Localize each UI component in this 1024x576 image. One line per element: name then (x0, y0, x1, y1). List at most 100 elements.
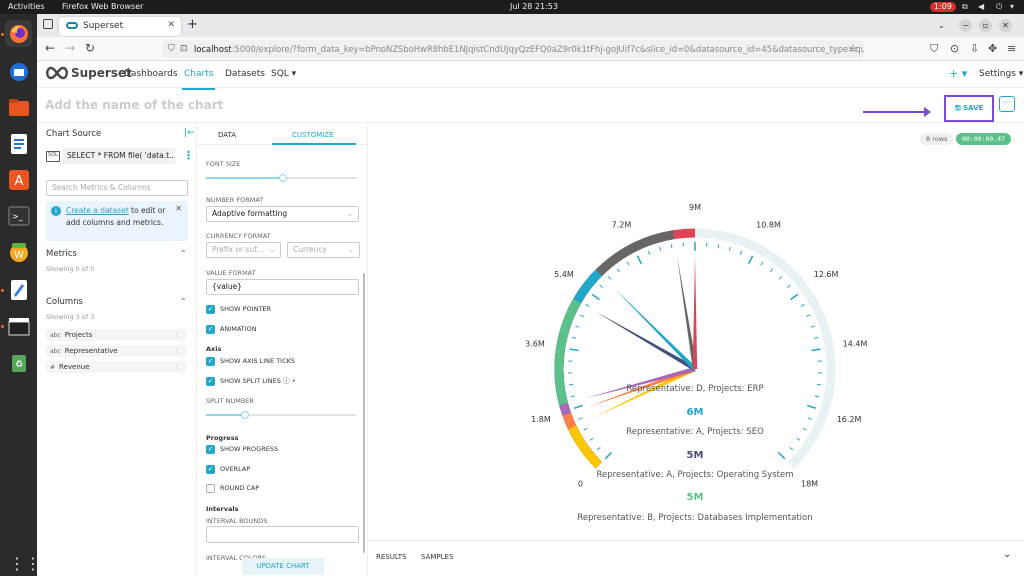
superset-logo-icon[interactable] (45, 66, 69, 80)
tab-overview-icon[interactable] (43, 19, 53, 29)
axis-label: 16.2M (837, 415, 862, 424)
drag-handle-icon[interactable]: ⋮ (174, 331, 181, 339)
close-window-icon[interactable]: ✕ (999, 19, 1012, 32)
column-item[interactable]: # Revenue ⋮ (46, 361, 186, 373)
chart-name-input[interactable]: Add the name of the chart (45, 98, 224, 112)
firefox-icon[interactable] (5, 20, 32, 47)
create-dataset-link[interactable]: Create a dataset (66, 206, 129, 215)
url-bar[interactable]: ⛉ ⊡ localhost:5000/explore/?form_data_ke… (162, 40, 864, 58)
thunderbird-icon[interactable] (5, 58, 32, 85)
menu-sql[interactable]: SQL ▾ (271, 69, 297, 79)
overlap-checkbox[interactable]: ✓ OVERLAP (206, 465, 250, 474)
shield-icon[interactable]: ⛉ (168, 44, 175, 54)
volume-icon[interactable]: ◀ (978, 2, 985, 11)
tab-data[interactable]: DATA (218, 131, 237, 139)
clock[interactable]: Jul 28 21:53 (510, 2, 558, 11)
dataset-menu-icon[interactable]: ⋮ (183, 149, 194, 162)
tab-list-icon[interactable]: ⌄ (938, 21, 945, 30)
bookmark-star-icon[interactable]: ☆ (848, 42, 858, 55)
browser-tab-superset[interactable]: Superset ✕ (59, 17, 181, 36)
download-icon[interactable]: ⇩ (970, 42, 980, 55)
number-format-select[interactable]: Adaptive formatting ⌄ (206, 206, 359, 222)
close-alert-icon[interactable]: ✕ (175, 204, 182, 213)
more-options-button[interactable]: ··· (999, 96, 1015, 112)
power-icon[interactable]: ⏻ (996, 2, 1003, 11)
metrics-section-title[interactable]: Metrics (46, 249, 77, 259)
network-icon[interactable]: ⧉ (962, 2, 968, 11)
gauge-chart[interactable]: 0 1.8M 3.6M 5.4M 7.2M 9M 10.8M 12.6M 14.4M 16.2M 1… (368, 123, 1024, 540)
axis-tick (575, 325, 580, 328)
settings-menu[interactable]: Settings ▾ (979, 69, 1024, 79)
tab-results[interactable]: RESULTS (376, 553, 407, 561)
font-size-slider[interactable] (206, 174, 356, 182)
show-split-lines-checkbox[interactable]: ✓ SHOW SPLIT LINES ⓘ ⚡ (206, 377, 296, 386)
menu-dashboards[interactable]: Dashboards (124, 69, 178, 79)
software-store-icon[interactable]: A (5, 166, 32, 193)
activities-button[interactable]: Activities (8, 2, 45, 11)
axis-tick (814, 336, 819, 339)
column-item[interactable]: abc Projects ⋮ (46, 329, 186, 341)
chevron-up-icon[interactable]: ⌃ (180, 297, 187, 306)
axis-label: 5.4M (554, 270, 574, 279)
axis-tick (802, 427, 807, 431)
terminal-icon[interactable]: >_ (5, 202, 32, 229)
split-line (790, 293, 799, 301)
slider-handle[interactable] (241, 411, 249, 419)
slider-handle[interactable] (278, 174, 287, 182)
split-number-slider[interactable] (206, 411, 356, 419)
writer-icon[interactable] (5, 130, 32, 157)
string-type-icon: abc (50, 348, 61, 355)
forward-icon[interactable]: → (65, 41, 76, 55)
axis-tick (571, 336, 576, 339)
collapse-panel-icon[interactable]: |← (184, 128, 195, 138)
chevron-down-icon[interactable]: ▾ (1010, 2, 1015, 11)
tab-samples[interactable]: SAMPLES (421, 553, 454, 561)
brand-name[interactable]: Superset (71, 66, 132, 80)
save-button[interactable]: 🖫 SAVE (950, 100, 988, 117)
alert-text: to edit or (128, 206, 166, 215)
add-new-button[interactable]: + ▾ (949, 67, 968, 80)
trash-icon[interactable]: ♻ (5, 348, 32, 375)
active-app-name[interactable]: Firefox Web Browser (62, 2, 144, 11)
maximize-icon[interactable]: ▫ (979, 19, 992, 32)
new-tab-icon[interactable]: + (187, 17, 198, 32)
extensions-icon[interactable]: ✥ (988, 42, 998, 55)
account-icon[interactable]: ⊙ (950, 42, 960, 55)
page-info-icon[interactable]: ⊡ (180, 44, 188, 54)
files-icon[interactable] (5, 94, 32, 121)
menu-charts[interactable]: Charts (181, 69, 216, 90)
columns-section-title[interactable]: Columns (46, 297, 83, 307)
show-progress-checkbox[interactable]: ✓ SHOW PROGRESS (206, 445, 278, 454)
interval-bounds-input[interactable] (206, 526, 359, 543)
chevron-down-icon[interactable]: ⌄ (1003, 549, 1012, 560)
show-axis-ticks-checkbox[interactable]: ✓ SHOW AXIS LINE TICKS (206, 357, 295, 366)
record-indicator[interactable]: 1:09 (930, 2, 956, 12)
app-w-icon[interactable]: W (5, 238, 32, 265)
value-format-input[interactable]: {value} (206, 279, 359, 295)
drag-handle-icon[interactable]: ⋮ (174, 347, 181, 355)
tab-customize[interactable]: CUSTOMIZE (292, 131, 334, 139)
minimize-icon[interactable]: − (959, 19, 972, 32)
currency-prefix-select[interactable]: Prefix or suf... ⌄ (206, 242, 281, 258)
pocket-icon[interactable]: ⛉ (930, 42, 939, 55)
chevron-up-icon[interactable]: ⌃ (180, 249, 187, 258)
round-cap-checkbox[interactable]: ROUND CAP (206, 484, 259, 493)
drag-handle-icon[interactable]: ⋮ (174, 363, 181, 371)
search-metrics-columns-input[interactable]: Search Metrics & Columns (46, 180, 188, 196)
panel-scrollbar[interactable] (363, 273, 365, 553)
value-format-label: VALUE FORMAT (206, 269, 256, 277)
back-icon[interactable]: ← (45, 41, 56, 55)
menu-datasets[interactable]: Datasets (225, 69, 265, 79)
dataset-name[interactable]: SELECT * FROM file( 'data.t... (63, 148, 175, 164)
animation-checkbox[interactable]: ✓ ANIMATION (206, 325, 257, 334)
close-tab-icon[interactable]: ✕ (167, 20, 175, 30)
running-indicator (1, 325, 4, 328)
column-item[interactable]: abc Representative ⋮ (46, 345, 186, 357)
hamburger-menu-icon[interactable]: ≡ (1007, 42, 1017, 55)
text-editor-icon[interactable] (5, 276, 32, 303)
currency-select[interactable]: Currency ⌄ (287, 242, 360, 258)
reload-icon[interactable]: ↻ (85, 41, 96, 55)
update-chart-button[interactable]: UPDATE CHART (242, 558, 324, 575)
video-editor-icon[interactable] (5, 312, 32, 339)
show-pointer-checkbox[interactable]: ✓ SHOW POINTER (206, 305, 271, 314)
